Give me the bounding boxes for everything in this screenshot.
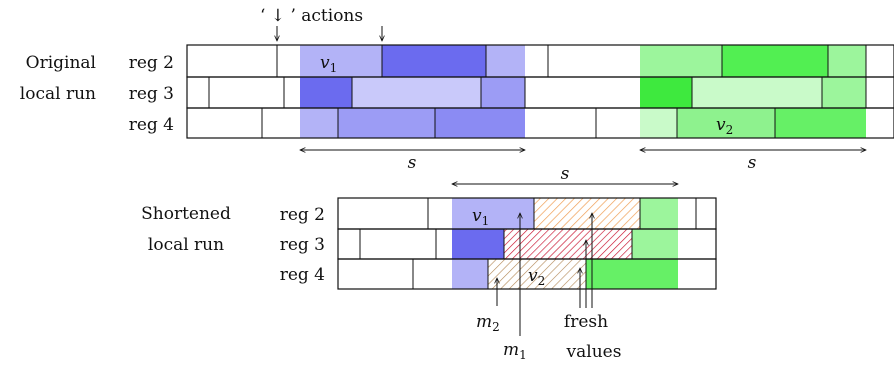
original-run: Original local run reg 2 reg 3 reg 4 v1 … bbox=[20, 6, 894, 173]
reg2-block bbox=[640, 198, 678, 229]
reg3-block bbox=[300, 77, 352, 108]
reg4-block bbox=[775, 108, 866, 138]
reg4-block bbox=[300, 108, 338, 138]
reg4-row bbox=[186, 107, 894, 139]
v2-label: v2 bbox=[528, 266, 545, 288]
reg4-block bbox=[586, 259, 678, 289]
fresh-label: fresh bbox=[564, 312, 608, 332]
reg2-block bbox=[828, 45, 866, 77]
values-label: values bbox=[566, 342, 622, 362]
reg4-block bbox=[435, 108, 525, 138]
original-label-line1: Original bbox=[26, 53, 96, 73]
reg3-block bbox=[352, 77, 481, 108]
reg3-hatched-block bbox=[504, 229, 632, 259]
action-separators bbox=[208, 45, 867, 138]
original-label-line2: local run bbox=[20, 84, 96, 104]
shortened-run: s Shortened bbox=[141, 164, 717, 362]
v1-label: v1 bbox=[472, 206, 489, 228]
shortened-label-line1: Shortened bbox=[141, 204, 231, 224]
reg2-block bbox=[382, 45, 486, 77]
reg3-block bbox=[452, 229, 504, 259]
reg2-label: reg 2 bbox=[280, 205, 325, 225]
shortened-label-line2: local run bbox=[148, 235, 224, 255]
v1-label: v1 bbox=[320, 53, 337, 75]
actions-label: ‘ ↓ ’ actions bbox=[260, 6, 363, 26]
reg3-block bbox=[692, 77, 822, 108]
reg3-block bbox=[632, 229, 678, 259]
reg3-label: reg 3 bbox=[280, 235, 325, 255]
v2-label: v2 bbox=[716, 115, 733, 137]
reg4-block bbox=[640, 108, 677, 138]
original-blue-region bbox=[300, 45, 525, 138]
original-green-region bbox=[640, 45, 866, 138]
reg3-block bbox=[822, 77, 866, 108]
reg2-block bbox=[640, 45, 722, 77]
reg4-label: reg 4 bbox=[280, 265, 325, 285]
reg4-block bbox=[338, 108, 435, 138]
reg4-row bbox=[337, 258, 717, 290]
reg4-block bbox=[452, 259, 488, 289]
reg2-label: reg 2 bbox=[129, 53, 174, 73]
reg2-v1-block bbox=[300, 45, 382, 77]
reg2-block bbox=[486, 45, 525, 77]
reg2-hatched-block bbox=[534, 198, 640, 229]
m2-label: m2 bbox=[476, 312, 500, 334]
reg2-v1-block bbox=[452, 198, 534, 229]
reg4-label: reg 4 bbox=[129, 115, 174, 135]
s-label: s bbox=[561, 164, 570, 184]
reg3-block bbox=[481, 77, 525, 108]
s-label: s bbox=[748, 153, 757, 173]
reg3-block bbox=[640, 77, 692, 108]
reg4-v2-block bbox=[677, 108, 775, 138]
reg4-hatched-block bbox=[488, 259, 586, 289]
reg2-block bbox=[722, 45, 828, 77]
s-label: s bbox=[408, 153, 417, 173]
m1-label: m1 bbox=[503, 340, 527, 362]
reg3-label: reg 3 bbox=[129, 84, 174, 104]
